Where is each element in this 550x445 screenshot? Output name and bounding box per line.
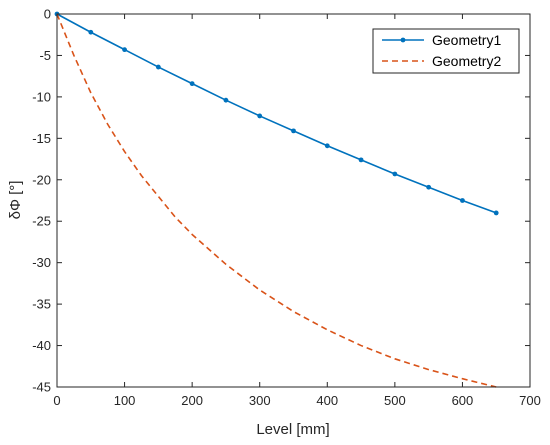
legend-label-geometry1: Geometry1	[432, 32, 501, 48]
x-tick-label: 600	[452, 393, 474, 408]
plot-frame	[56, 13, 531, 388]
data-point-geometry1	[257, 113, 263, 119]
y-tick-label: -10	[32, 89, 51, 104]
y-tick-label: -35	[32, 297, 51, 312]
data-point-geometry1	[291, 128, 296, 134]
data-point-geometry1	[122, 47, 127, 53]
x-tick-label: 400	[316, 393, 338, 408]
legend-label-geometry2: Geometry2	[432, 53, 501, 69]
x-tick-label: 100	[114, 393, 136, 408]
y-axis-label: δΦ [°]	[7, 181, 24, 220]
y-tick-label: -25	[32, 214, 51, 229]
y-tick-label: -15	[32, 131, 51, 146]
y-axis-ticks: 0 -5 -10 -15 -20 -25 -30 -35 -40 -45	[32, 7, 530, 395]
data-point-geometry1	[460, 198, 465, 203]
data-point-geometry1	[324, 143, 330, 149]
data-point-geometry1	[88, 29, 94, 35]
plot-area	[57, 14, 530, 387]
y-tick-label: -45	[32, 380, 51, 395]
x-tick-label: 300	[249, 393, 271, 408]
x-tick-label: 200	[181, 393, 203, 408]
series-line-geometry1	[56, 13, 497, 214]
x-axis-ticks: 0 100 200 300 400 500 600 700	[53, 14, 541, 408]
data-point-geometry1	[493, 210, 499, 216]
legend: Geometry1 Geometry2	[372, 28, 520, 74]
data-point-geometry1	[223, 97, 229, 103]
legend-marker-geometry1	[400, 37, 406, 43]
y-tick-label: -40	[32, 338, 51, 353]
x-tick-label: 700	[519, 393, 541, 408]
y-tick-label: 0	[44, 7, 51, 22]
y-tick-label: -5	[39, 48, 51, 63]
data-point-geometry1	[426, 184, 432, 190]
data-point-geometry1	[392, 171, 398, 177]
data-point-geometry1	[189, 81, 195, 87]
series-line-geometry2	[56, 13, 497, 388]
series-layer	[54, 11, 499, 388]
x-tick-label: 500	[384, 393, 406, 408]
data-point-geometry1	[155, 64, 161, 70]
x-tick-label: 0	[53, 393, 60, 408]
y-tick-label: -30	[32, 255, 51, 270]
legend-box	[372, 28, 520, 74]
data-point-geometry1	[358, 157, 364, 163]
x-axis-label: Level [mm]	[256, 421, 329, 438]
y-tick-label: -20	[32, 172, 51, 187]
